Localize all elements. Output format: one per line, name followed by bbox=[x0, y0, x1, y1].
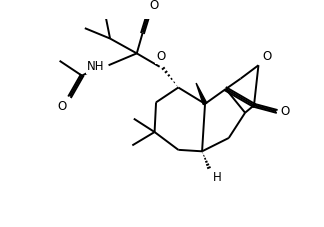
Text: O: O bbox=[262, 50, 271, 63]
Text: O: O bbox=[57, 100, 66, 113]
Text: O: O bbox=[150, 0, 159, 12]
Text: NH: NH bbox=[87, 60, 104, 73]
Text: O: O bbox=[281, 105, 290, 118]
Text: O: O bbox=[156, 50, 165, 63]
Polygon shape bbox=[196, 83, 207, 105]
Text: H: H bbox=[213, 172, 221, 185]
